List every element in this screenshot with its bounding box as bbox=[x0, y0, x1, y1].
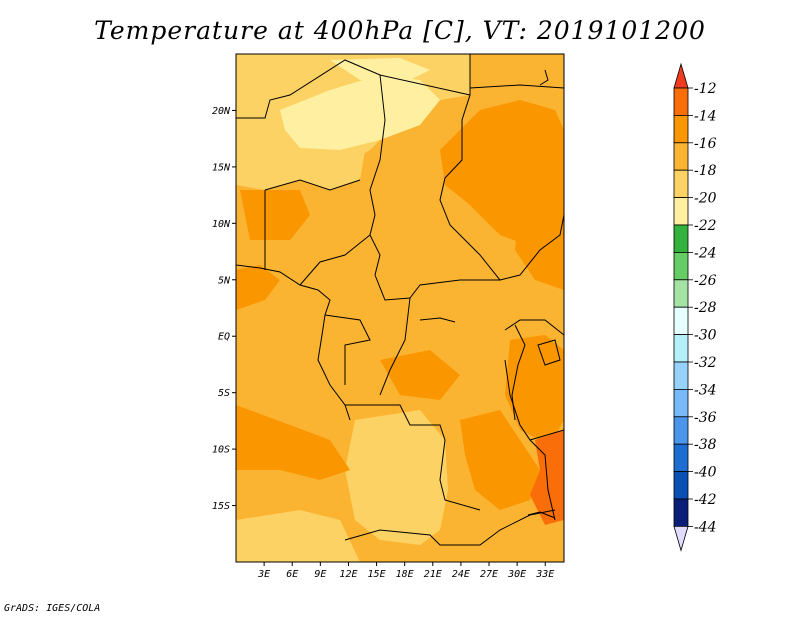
lon-tick-label-3: 12E bbox=[339, 569, 357, 580]
colorbar-label-0: -12 bbox=[694, 81, 717, 97]
colorbar: -12 -14 -16 -18 -20 -22 -24 -26 -28 -30 -32 -34 -36 -… bbox=[673, 62, 717, 552]
colorbar-label-9: -30 bbox=[694, 328, 717, 344]
colorbar-label-12: -36 bbox=[694, 410, 717, 426]
colorbar-label-13: -38 bbox=[694, 437, 717, 453]
colorbar-label-15: -42 bbox=[694, 492, 717, 508]
colorbar-swatch-10 bbox=[673, 361, 689, 390]
temperature-field bbox=[236, 54, 564, 562]
sinai-coast bbox=[539, 69, 549, 86]
lon-tick-label-6: 21E bbox=[424, 569, 442, 580]
gulf-dark-region bbox=[236, 265, 280, 310]
nigeria-dark-region bbox=[240, 190, 310, 240]
latitude-axis: 20N 15N 10N 5N EQ 5S 10S 15S bbox=[212, 106, 236, 512]
colorbar-swatch-3 bbox=[673, 169, 689, 198]
lat-tick-label-1: 15N bbox=[212, 162, 231, 173]
colorbar-label-2: -16 bbox=[694, 136, 717, 152]
lon-tick-label-4: 15E bbox=[368, 569, 386, 580]
colorbar-swatch-15 bbox=[673, 498, 689, 527]
colorbar-swatch-13 bbox=[673, 443, 689, 473]
lake-victoria bbox=[537, 339, 561, 366]
colorbar-label-8: -28 bbox=[694, 300, 717, 316]
southwest-light-region bbox=[236, 510, 360, 562]
map-borders bbox=[236, 54, 564, 546]
colorbar-swatch-8 bbox=[673, 306, 689, 336]
lon-tick-label-0: 3E bbox=[257, 569, 270, 580]
congo-river bbox=[419, 317, 456, 323]
lon-tick-label-2: 9E bbox=[314, 569, 326, 580]
lat-tick-label-4: EQ bbox=[218, 332, 230, 343]
tanzania-border bbox=[529, 429, 564, 441]
colorbar-swatch-1 bbox=[673, 115, 689, 144]
sahel-border bbox=[264, 179, 361, 191]
lat-tick-label-0: 20N bbox=[212, 106, 231, 117]
lon-tick-label-1: 6E bbox=[286, 569, 298, 580]
colorbar-swatch-9 bbox=[673, 334, 689, 363]
map-frame bbox=[235, 53, 565, 563]
colorbar-swatch-4 bbox=[673, 197, 689, 226]
colorbar-swatch-7 bbox=[673, 279, 689, 308]
grads-credit: GrADS: IGES/COLA bbox=[4, 603, 101, 614]
colorbar-label-5: -22 bbox=[694, 218, 717, 234]
lat-tick-label-3: 5N bbox=[218, 275, 231, 286]
namibia-border bbox=[344, 509, 556, 546]
lon-tick-label-8: 27E bbox=[480, 569, 498, 580]
colorbar-label-14: -40 bbox=[694, 465, 717, 481]
angola-light-region bbox=[345, 410, 448, 545]
colorbar-swatch-5 bbox=[673, 224, 689, 253]
colorbar-swatch-0 bbox=[673, 87, 689, 116]
colorbar-top-arrow bbox=[673, 62, 689, 89]
zambia-dark-region bbox=[460, 410, 540, 510]
zambezi bbox=[527, 511, 556, 519]
west-coastline bbox=[236, 264, 351, 421]
lon-tick-label-10: 33E bbox=[535, 569, 554, 580]
colorbar-label-1: -14 bbox=[694, 108, 717, 124]
colorbar-label-7: -26 bbox=[694, 273, 717, 289]
lat-tick-label-6: 10S bbox=[212, 445, 230, 456]
map-title: Temperature at 400hPa [C], VT: 201910120… bbox=[94, 16, 706, 45]
colorbar-bottom-arrow bbox=[673, 526, 689, 552]
lake-tanganyika bbox=[511, 324, 526, 421]
sudan-border bbox=[439, 54, 564, 281]
lon-tick-label-7: 24E bbox=[452, 569, 470, 580]
lat-tick-label-2: 10N bbox=[212, 219, 231, 230]
atlantic-dark-region bbox=[236, 405, 350, 480]
colorbar-label-3: -18 bbox=[694, 163, 717, 179]
chad-border bbox=[369, 74, 411, 301]
car-south-border bbox=[409, 279, 500, 299]
congo-dark-region bbox=[380, 350, 460, 400]
niger-pale-region bbox=[280, 75, 440, 150]
colorbar-label-10: -32 bbox=[694, 355, 717, 371]
lat-tick-label-7: 15S bbox=[212, 501, 230, 512]
colorbar-label-16: -44 bbox=[694, 519, 717, 535]
uganda-border bbox=[504, 319, 564, 336]
cameroon-border bbox=[299, 234, 371, 286]
colorbar-swatch-14 bbox=[673, 471, 689, 500]
lat-tick-label-5: 5S bbox=[218, 388, 230, 399]
angola-border bbox=[345, 404, 481, 511]
colorbar-swatch-12 bbox=[673, 416, 689, 445]
gabon-border bbox=[324, 314, 371, 385]
colorbar-label-4: -20 bbox=[694, 191, 717, 207]
colorbar-swatch-11 bbox=[673, 388, 689, 418]
congo-border bbox=[379, 297, 411, 396]
colorbar-swatch-6 bbox=[673, 251, 689, 281]
egypt-border bbox=[469, 84, 564, 89]
lon-tick-label-5: 18E bbox=[396, 569, 414, 580]
great-lakes-dark-region bbox=[505, 335, 564, 445]
colorbar-label-6: -24 bbox=[694, 245, 717, 261]
lon-tick-label-9: 30E bbox=[507, 569, 526, 580]
colorbar-swatch-2 bbox=[673, 142, 689, 171]
colorbar-label-11: -34 bbox=[694, 382, 717, 398]
longitude-axis: 3E 6E 9E 12E 15E 18E 21E 24E 27E 30E 33E bbox=[257, 562, 554, 580]
